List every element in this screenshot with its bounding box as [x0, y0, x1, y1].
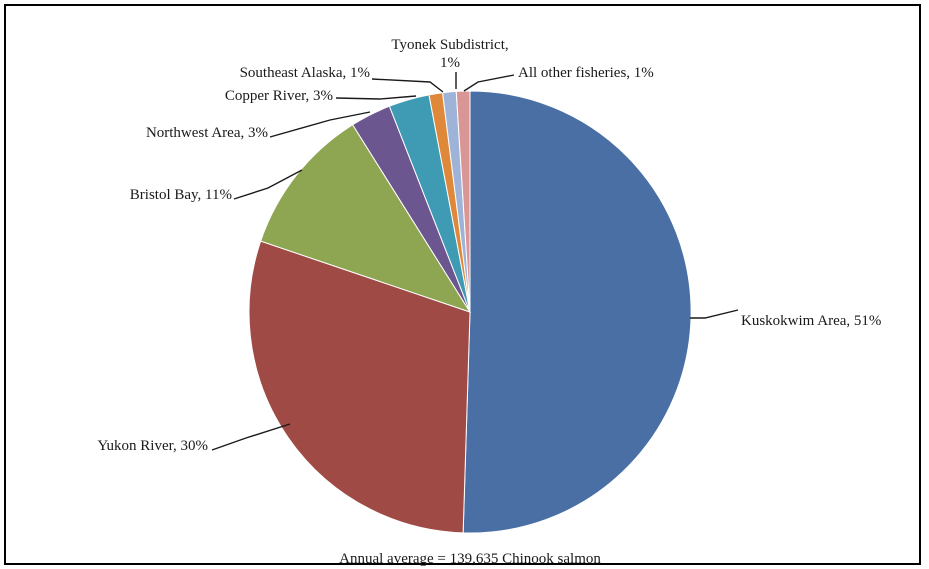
leader-line-2: [233, 169, 303, 200]
slice-label-1: Yukon River, 30%: [97, 438, 208, 454]
leader-line-0: [690, 309, 739, 319]
pie-slices: [248, 90, 692, 534]
pie-slice-2: [260, 124, 472, 313]
chart-caption: Annual average = 139,635 Chinook salmon: [339, 551, 601, 567]
slice-label-6-line-0: Tyonek Subdistrict,: [391, 37, 508, 53]
pie-slice-7: [455, 90, 471, 313]
slice-label-3: Northwest Area, 3%: [146, 125, 268, 141]
slice-labels: Kuskokwim Area, 51% Yukon River, 30% Brist…: [97, 37, 881, 454]
slice-label-7: All other fisheries, 1%: [518, 65, 654, 81]
leader-line-7: [463, 74, 515, 92]
leader-line-5: [371, 78, 444, 93]
slice-label-2: Bristol Bay, 11%: [130, 187, 232, 203]
slice-label-0: Kuskokwim Area, 51%: [741, 313, 881, 329]
leader-line-3: [269, 111, 371, 138]
pie-slice-1: [248, 240, 471, 534]
slice-label-5: Southeast Alaska, 1%: [240, 65, 370, 81]
leader-line-1: [211, 423, 291, 451]
slice-label-4: Copper River, 3%: [225, 88, 333, 104]
leader-line-4: [335, 95, 417, 100]
pie-slice-0: [462, 90, 692, 534]
leader-lines: [211, 72, 739, 451]
slice-label-6-line-1: 1%: [440, 55, 460, 71]
slice-label-6: Tyonek Subdistrict, 1%: [391, 37, 508, 71]
